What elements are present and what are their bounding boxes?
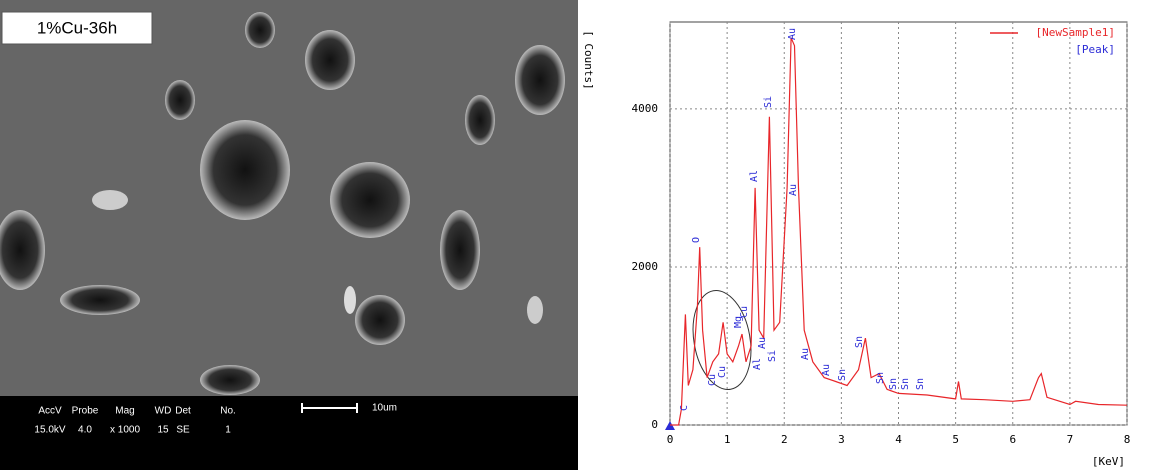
peak-label: Sn [900,378,911,390]
peak-label: C [679,405,690,411]
x-tick-label: 5 [952,433,959,446]
y-tick-label: 4000 [632,102,659,115]
peak-label: Al [752,358,763,370]
info-value: 15 [157,425,169,436]
info-header: No. [220,406,236,417]
peak-label: Al [749,170,760,182]
info-value: 4.0 [78,425,92,436]
peak-label: Mg [733,316,744,328]
info-header: AccV [38,406,62,417]
info-header: Det [175,406,191,417]
info-value: SE [176,425,190,436]
spectrum-line [670,37,1128,426]
x-tick-label: 0 [667,433,674,446]
peak-label: Cu [707,374,718,386]
sem-image: 1%Cu-36h 10um [0,0,578,470]
info-value: x 1000 [110,425,140,436]
x-tick-label: 2 [781,433,788,446]
info-header: WD [155,406,172,417]
image-label: 1%Cu-36h [37,18,117,37]
info-value: 15.0kV [34,425,65,436]
x-tick-label: 7 [1067,433,1074,446]
legend-label: [Peak] [1075,43,1115,56]
peak-label: Sn [875,372,886,384]
peak-label: Cu [739,306,750,318]
peak-label: Au [757,337,768,349]
peak-label: Si [763,96,774,108]
peak-label: Sn [854,336,865,348]
x-tick-label: 1 [724,433,731,446]
legend-label: [NewSample1] [1036,26,1115,39]
x-tick-label: 6 [1009,433,1016,446]
scale-bar-label: 10um [372,403,397,414]
peak-label: Sn [837,369,848,381]
peak-label: Sn [888,378,899,390]
x-tick-label: 4 [895,433,902,446]
x-tick-label: 8 [1124,433,1131,446]
y-tick-label: 0 [651,418,658,431]
peak-label: Au [788,184,799,196]
peak-label: Au [821,364,832,376]
peak-label: Cu [717,366,728,378]
peak-label: Sn [915,378,926,390]
y-axis-label: [ Counts] [582,30,595,90]
peak-label: Au [787,28,798,40]
info-value: 1 [225,425,231,436]
x-tick-label: 3 [838,433,845,446]
peak-label: Au [800,348,811,360]
eds-chart: 0 2000 4000 0 1 2 3 4 5 6 7 8 [ Counts] [KeV] [NewSamp… [582,21,1131,468]
peak-label: Si [767,350,778,362]
info-header: Mag [115,406,134,417]
y-tick-label: 2000 [632,260,659,273]
info-header: Probe [72,406,99,417]
x-axis-label: [KeV] [1092,455,1125,468]
peak-label: O [691,237,702,243]
